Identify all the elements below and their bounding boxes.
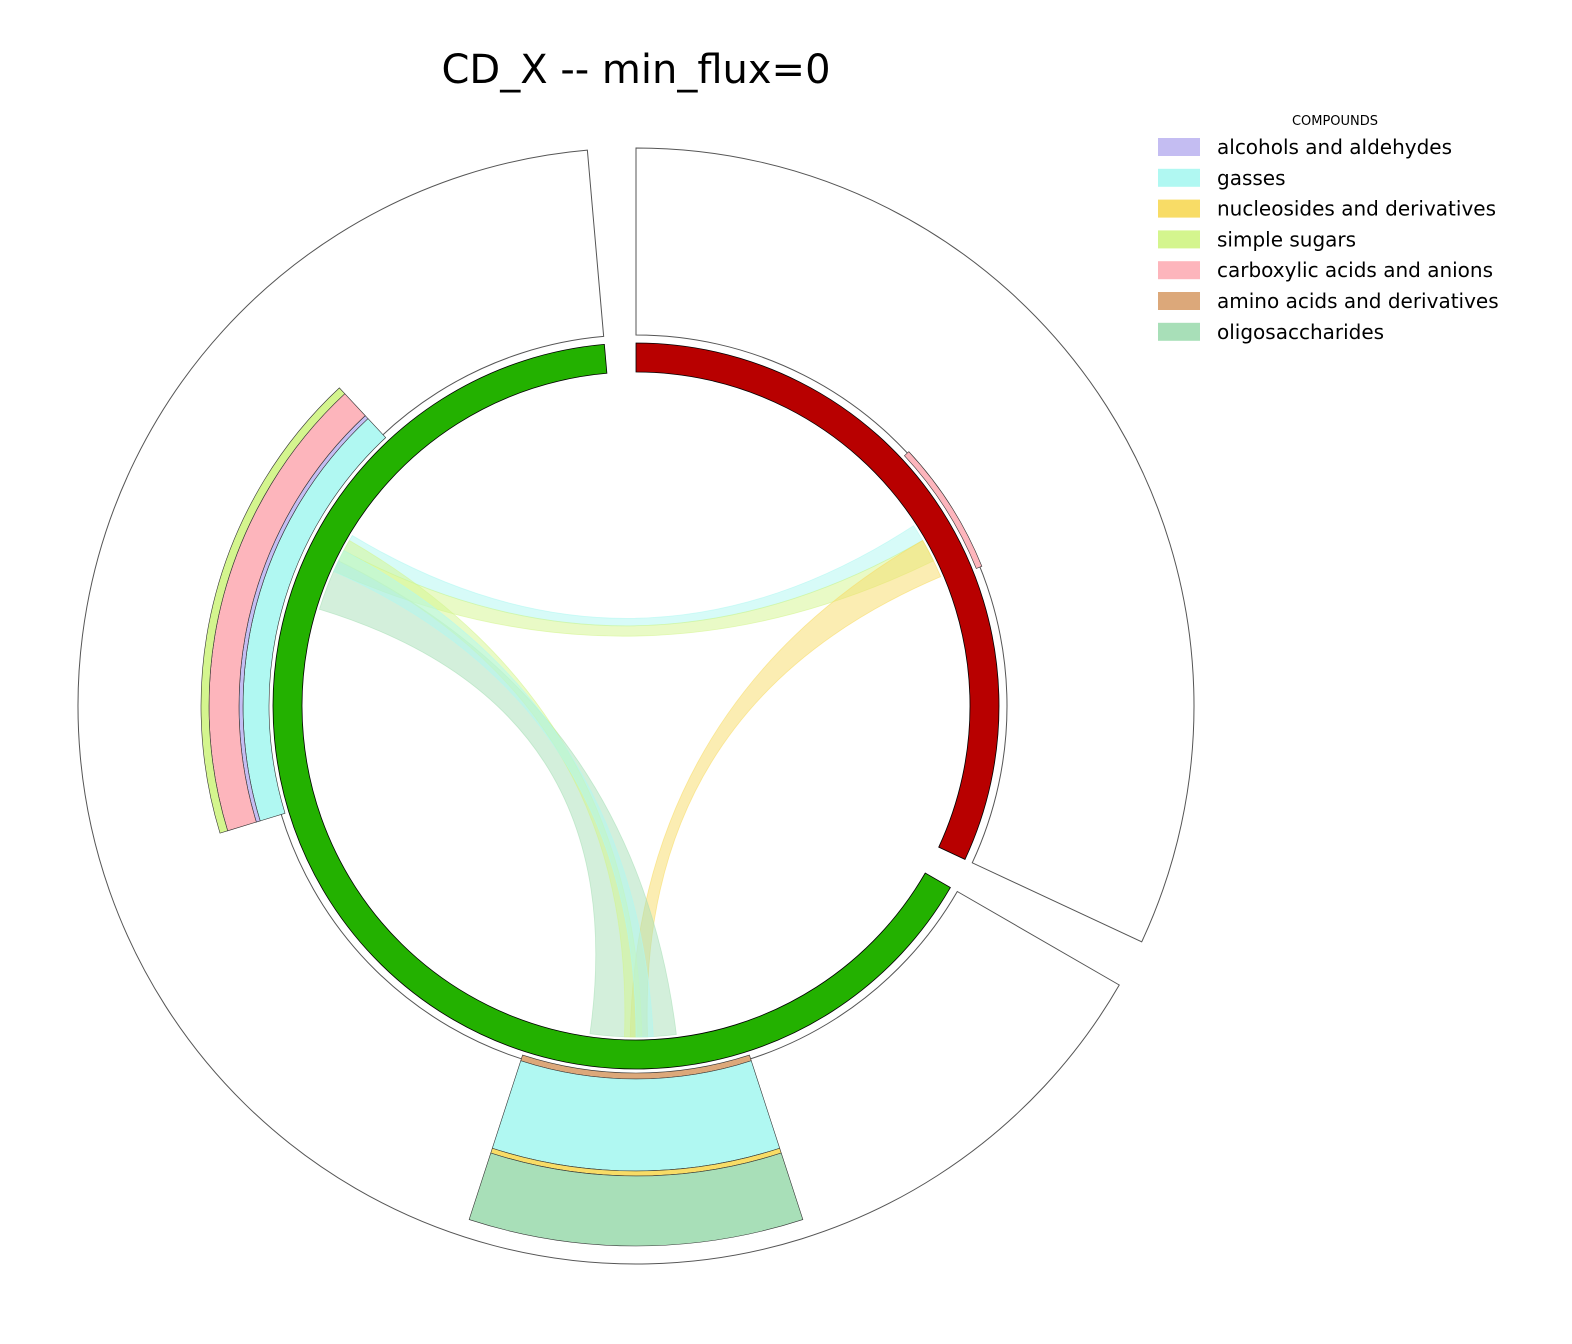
legend-title: COMPOUNDS <box>1292 114 1378 129</box>
node-frame <box>635 147 1195 943</box>
legend-label: gasses <box>1217 166 1286 190</box>
node-arc <box>635 342 1000 860</box>
chords <box>318 525 942 1038</box>
legend-swatch <box>1158 199 1200 218</box>
legend-label: alcohols and aldehydes <box>1217 135 1452 159</box>
chord <box>333 550 654 1038</box>
legend-label: amino acids and derivatives <box>1217 289 1499 313</box>
node-frame <box>77 149 1120 1265</box>
legend: COMPOUNDS alcohols and aldehydes gasses nu… <box>1158 114 1499 344</box>
legend-swatch <box>1158 168 1200 187</box>
legend-swatch <box>1158 138 1200 156</box>
nodes <box>272 342 1000 1070</box>
legend-swatch <box>1158 230 1200 249</box>
outer-frames <box>77 147 1195 1265</box>
legend-swatch <box>1158 322 1200 341</box>
legend-swatch <box>1158 261 1200 280</box>
stack-segment <box>903 451 983 569</box>
chart-title: CD_X -- min_flux=0 <box>441 47 830 93</box>
stack-segment <box>468 1152 804 1247</box>
legend-label: simple sugars <box>1217 227 1356 251</box>
legend-label: carboxylic acids and anions <box>1217 258 1493 282</box>
legend-swatch <box>1158 292 1200 310</box>
outer-stacks <box>200 387 983 1247</box>
stack-segment <box>200 387 346 834</box>
legend-label: oligosaccharides <box>1217 320 1384 344</box>
legend-label: nucleosides and derivatives <box>1217 197 1496 221</box>
node-arc <box>272 343 951 1070</box>
